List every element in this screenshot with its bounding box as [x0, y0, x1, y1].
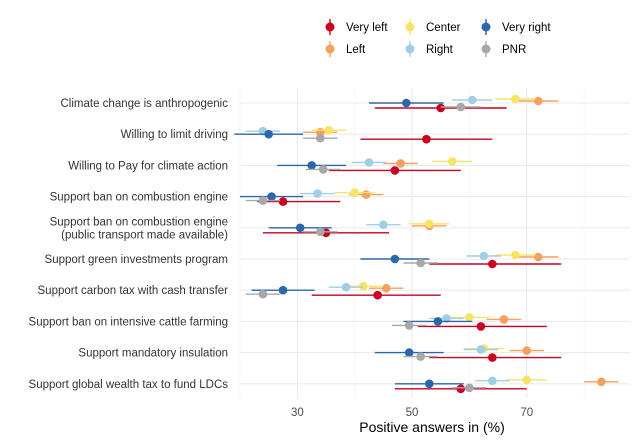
- data-point: [267, 192, 276, 201]
- data-point: [476, 345, 486, 354]
- y-tick-label: Support ban on combustion engine: [50, 192, 228, 204]
- data-point: [499, 315, 509, 324]
- series-left: [303, 96, 619, 387]
- data-point: [465, 313, 474, 322]
- data-point: [341, 282, 351, 292]
- series-right: [245, 95, 510, 386]
- y-tick-label: Willing to Pay for climate action: [68, 160, 228, 172]
- data-point: [390, 166, 400, 175]
- x-tick-label: 50: [406, 407, 419, 419]
- data-point: [597, 377, 606, 387]
- data-point: [533, 96, 543, 106]
- data-point: [433, 317, 443, 326]
- series-pnr: [245, 102, 487, 393]
- data-point: [510, 94, 520, 104]
- legend-item-left: Left: [325, 41, 366, 57]
- legend-swatch: [481, 22, 491, 32]
- y-tick-label: Willing to limit driving: [121, 129, 228, 141]
- data-layer: [234, 94, 619, 394]
- data-point: [488, 259, 497, 269]
- legend-item-right: Right: [405, 41, 454, 57]
- data-point: [442, 314, 451, 323]
- data-point: [359, 281, 368, 291]
- data-point: [396, 159, 405, 168]
- data-point: [424, 379, 434, 389]
- data-point: [315, 133, 325, 143]
- data-point: [436, 103, 446, 113]
- data-point: [456, 102, 466, 112]
- data-point: [295, 223, 305, 233]
- data-point: [465, 383, 474, 393]
- legend-label: PNR: [502, 44, 526, 56]
- series-center: [311, 94, 547, 385]
- legend-swatch: [325, 44, 335, 54]
- y-tick-label: Support green investments program: [45, 254, 228, 266]
- data-point: [510, 250, 520, 260]
- data-point: [258, 289, 268, 299]
- legend-label: Very right: [502, 22, 551, 34]
- legend-label: Right: [426, 44, 454, 56]
- legend-swatch: [481, 44, 491, 54]
- data-point: [390, 254, 400, 264]
- data-point: [467, 95, 477, 105]
- data-point: [379, 220, 388, 230]
- data-point: [404, 321, 414, 330]
- data-point: [350, 188, 360, 197]
- data-point: [307, 161, 316, 170]
- data-point: [416, 352, 425, 361]
- data-point: [313, 189, 322, 198]
- x-axis-labels: 30 50 70: [291, 407, 533, 419]
- data-point: [381, 283, 391, 293]
- data-point: [479, 251, 489, 261]
- data-point: [278, 197, 288, 206]
- y-tick-label: Climate change is anthropogenic: [61, 98, 229, 110]
- data-point: [456, 384, 466, 394]
- legend-label: Very left: [346, 22, 388, 34]
- series-very-left: [257, 103, 562, 394]
- x-axis-title: Positive answers in (%): [359, 419, 505, 435]
- data-point: [422, 134, 431, 144]
- y-tick-label: Support global wealth tax to fund LDCs: [29, 379, 229, 391]
- y-tick-label: Support mandatory insulation: [78, 348, 228, 360]
- data-point: [533, 252, 543, 262]
- data-point: [264, 129, 273, 139]
- data-point: [258, 196, 268, 205]
- data-point: [373, 290, 382, 300]
- y-tick-label: Support ban on combustion engine (public …: [50, 216, 229, 241]
- data-point: [522, 375, 532, 385]
- y-tick-label: Support ban on intensive cattle farming: [29, 316, 228, 328]
- legend-swatch: [405, 44, 415, 54]
- data-point: [364, 158, 374, 167]
- data-point: [447, 157, 457, 166]
- data-point: [476, 322, 486, 331]
- data-point: [324, 125, 334, 135]
- data-point: [318, 165, 328, 174]
- data-point: [278, 285, 288, 295]
- data-point: [522, 346, 532, 355]
- legend-label: Center: [426, 22, 461, 34]
- data-point: [402, 98, 411, 108]
- data-point: [488, 376, 497, 386]
- legend-label: Left: [346, 44, 366, 56]
- data-point: [404, 348, 414, 357]
- data-point: [488, 353, 497, 362]
- legend-item-pnr: PNR: [481, 41, 526, 57]
- legend-swatch: [325, 22, 335, 32]
- legend-item-very-right: Very right: [481, 19, 551, 35]
- legend-item-center: Center: [405, 19, 461, 35]
- series-very-right: [234, 98, 473, 389]
- legend-swatch: [405, 22, 415, 32]
- data-point: [424, 219, 434, 229]
- x-tick-label: 70: [520, 407, 533, 419]
- data-point: [315, 227, 325, 237]
- legend: Very left Left Center Right Very right PNR: [325, 19, 551, 57]
- x-tick-label: 30: [291, 407, 304, 419]
- data-point: [361, 190, 371, 199]
- y-tick-label: Support carbon tax with cash transfer: [38, 285, 229, 297]
- data-point: [416, 258, 425, 268]
- legend-item-very-left: Very left: [325, 19, 388, 35]
- y-axis-labels: Climate change is anthropogenic Willing t…: [29, 98, 229, 391]
